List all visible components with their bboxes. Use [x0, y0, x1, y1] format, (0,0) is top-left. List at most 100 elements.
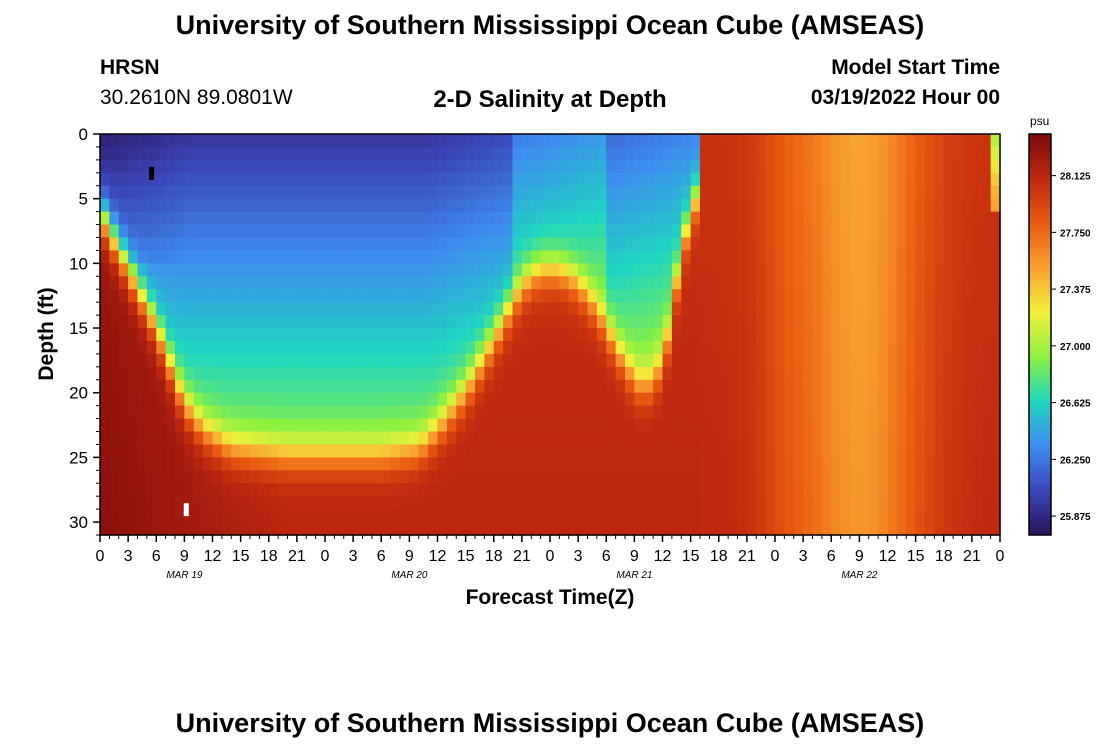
heatmap-cell: [906, 134, 917, 148]
heatmap-cell: [212, 431, 223, 446]
x-axis-label: Forecast Time(Z): [466, 586, 635, 609]
heatmap-cell: [278, 496, 289, 510]
heatmap-cell: [362, 302, 373, 316]
heatmap-cell: [887, 444, 898, 458]
heatmap-cell: [231, 198, 242, 213]
heatmap-cell: [325, 328, 335, 342]
heatmap-cell: [962, 159, 973, 174]
heatmap-cell: [925, 276, 935, 290]
heatmap-cell: [118, 250, 129, 264]
heatmap-cell: [278, 146, 289, 161]
heatmap-cell: [943, 392, 954, 407]
heatmap-cell: [371, 509, 382, 523]
heatmap-cell: [231, 250, 242, 264]
heatmap-cell: [343, 146, 354, 161]
heatmap-cell: [962, 405, 973, 420]
heatmap-cell: [165, 224, 176, 239]
heatmap-cell: [925, 366, 935, 381]
heatmap-cell: [934, 134, 945, 148]
heatmap-cell: [765, 379, 776, 394]
heatmap-cell: [831, 405, 842, 420]
heatmap-cell: [512, 431, 523, 446]
heatmap-cell: [465, 250, 476, 264]
heatmap-cell: [821, 483, 832, 497]
heatmap-cell: [156, 250, 167, 264]
heatmap-cell: [821, 353, 832, 368]
heatmap-cell: [287, 405, 298, 420]
heatmap-cell: [137, 340, 148, 355]
heatmap-cell: [718, 185, 729, 200]
heatmap-cell: [128, 444, 139, 458]
heatmap-cell: [831, 366, 842, 381]
heatmap-cell: [409, 289, 420, 303]
heatmap-cell: [109, 198, 120, 213]
heatmap-cell: [850, 496, 860, 510]
heatmap-cell: [709, 457, 720, 471]
heatmap-cell: [390, 483, 401, 497]
heatmap-cell: [606, 146, 617, 161]
heatmap-cell: [540, 522, 551, 536]
heatmap-cell: [981, 340, 992, 355]
heatmap-cell: [784, 470, 795, 484]
heatmap-cell: [503, 224, 514, 239]
heatmap-cell: [915, 211, 926, 226]
heatmap-cell: [475, 340, 485, 355]
heatmap-cell: [737, 470, 748, 484]
heatmap-cell: [709, 198, 720, 213]
heatmap-cell: [184, 198, 195, 213]
heatmap-cell: [887, 302, 898, 316]
heatmap-cell: [831, 353, 842, 368]
heatmap-cell: [728, 302, 739, 316]
heatmap-cell: [221, 185, 232, 200]
heatmap-cell: [850, 172, 860, 187]
heatmap-cell: [981, 366, 992, 381]
heatmap-cell: [840, 134, 851, 148]
heatmap-cell: [212, 134, 223, 148]
heatmap-cell: [306, 172, 317, 187]
heatmap-cell: [634, 483, 645, 497]
heatmap-cell: [981, 392, 992, 407]
heatmap-cell: [728, 289, 739, 303]
heatmap-cell: [653, 198, 664, 213]
heatmap-cell: [165, 405, 176, 420]
heatmap-cell: [503, 146, 514, 161]
heatmap-cell: [259, 509, 270, 523]
heatmap-cell: [521, 211, 532, 226]
heatmap-cell: [503, 185, 514, 200]
heatmap-cell: [793, 340, 804, 355]
heatmap-cell: [550, 457, 560, 471]
heatmap-cell: [137, 366, 148, 381]
heatmap-cell: [446, 353, 457, 368]
heatmap-cell: [100, 198, 110, 213]
heatmap-cell: [681, 379, 692, 394]
heatmap-cell: [400, 483, 410, 497]
heatmap-cell: [212, 302, 223, 316]
heatmap-cell: [306, 470, 317, 484]
heatmap-cell: [550, 509, 560, 523]
heatmap-cell: [184, 483, 195, 497]
heatmap-cell: [925, 444, 935, 458]
heatmap-cell: [184, 522, 195, 536]
heatmap-cell: [437, 496, 448, 510]
heatmap-cell: [221, 405, 232, 420]
heatmap-cell: [137, 146, 148, 161]
heatmap-cell: [925, 457, 935, 471]
heatmap-cell: [437, 418, 448, 433]
heatmap-cell: [428, 392, 439, 407]
heatmap-cell: [296, 250, 307, 264]
heatmap-cell: [362, 224, 373, 239]
heatmap-cell: [634, 302, 645, 316]
heatmap-cell: [484, 198, 495, 213]
heatmap-cell: [193, 353, 204, 368]
x-tick-label: 15: [232, 548, 250, 565]
heatmap-cell: [653, 444, 664, 458]
heatmap-cell: [212, 392, 223, 407]
heatmap-cell: [334, 302, 345, 316]
heatmap-cell: [634, 470, 645, 484]
heatmap-cell: [662, 263, 673, 277]
heatmap-cell: [250, 211, 260, 226]
heatmap-cell: [878, 315, 889, 329]
heatmap-cell: [250, 134, 260, 148]
heatmap-cell: [465, 522, 476, 536]
heatmap-cell: [709, 146, 720, 161]
